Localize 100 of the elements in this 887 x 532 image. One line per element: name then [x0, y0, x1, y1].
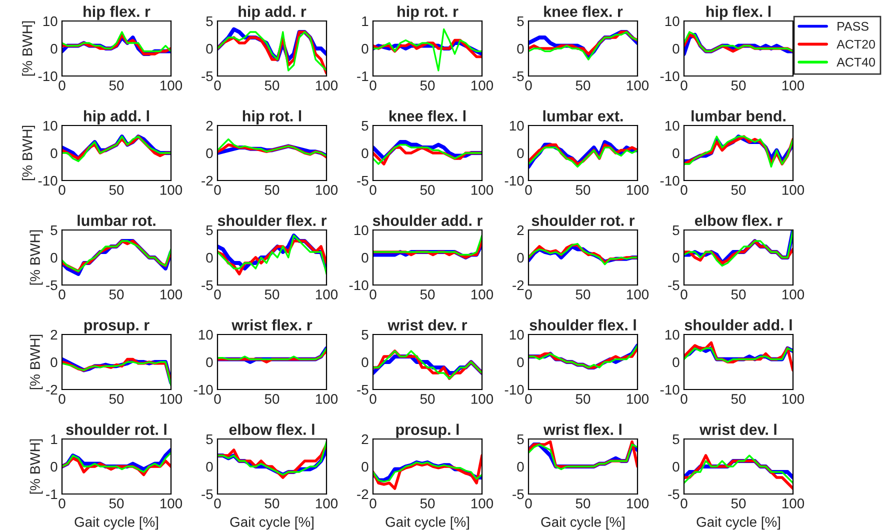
x-tick-label: 50 [264, 185, 280, 195]
x-tick-label: 100 [471, 394, 494, 404]
y-tick-label: 0 [50, 44, 58, 54]
x-tick-label: 50 [420, 498, 435, 508]
y-tick-label: 0 [517, 148, 524, 158]
x-tick-label: 0 [370, 290, 376, 300]
x-tick-label: 100 [160, 185, 182, 195]
x-tick-label: 0 [370, 498, 376, 508]
x-tick-label: 50 [731, 290, 746, 300]
x-tick-label: 50 [731, 498, 746, 508]
x-tick-label: 0 [370, 394, 376, 404]
y-tick-label: 0 [517, 357, 524, 368]
chart-title: knee flex. l [390, 110, 466, 122]
x-tick-label: 0 [58, 185, 66, 195]
y-tick-label: 5 [362, 330, 368, 340]
y-tick-label: -10 [660, 71, 680, 82]
x-tick-label: 50 [264, 498, 280, 508]
x-tick-label: 0 [58, 80, 66, 90]
x-tick-label: 50 [420, 185, 435, 195]
x-tick-label: 0 [58, 498, 66, 508]
x-tick-label: 0 [214, 290, 221, 300]
y-tick-label: 0 [672, 357, 680, 368]
x-tick-label: 50 [109, 185, 124, 195]
chart-title: elbow flex. l [229, 424, 314, 435]
y-tick-label: 0 [517, 462, 524, 472]
y-tick-label: 0 [362, 44, 368, 54]
x-tick-label: 50 [109, 498, 124, 508]
y-axis-title: [% BWH] [30, 230, 43, 285]
x-tick-label: 100 [782, 290, 804, 300]
y-axis-title: [% BWH] [22, 21, 35, 76]
chart-title: prosup. l [396, 424, 459, 438]
y-tick-label: 5 [672, 225, 680, 236]
x-tick-label: 0 [525, 290, 532, 300]
y-tick-label: -5 [512, 489, 524, 500]
x-tick-label: 100 [782, 80, 804, 90]
y-tick-label: -5 [668, 280, 680, 290]
x-tick-label: 50 [264, 290, 280, 300]
x-tick-label: 50 [264, 80, 280, 90]
y-tick-label: -2 [512, 280, 524, 290]
y-tick-label: 0 [50, 462, 58, 472]
y-tick-label: 0 [672, 148, 680, 158]
y-tick-label: 5 [517, 16, 524, 26]
x-tick-label: 100 [782, 498, 804, 508]
y-tick-label: 0 [362, 462, 368, 472]
y-tick-label: -1 [46, 489, 58, 500]
x-tick-label: 100 [471, 185, 494, 195]
x-tick-label: 50 [576, 290, 590, 300]
y-tick-label: -5 [202, 489, 213, 500]
y-tick-label: 0 [362, 148, 368, 158]
y-axis-title: [% BWH] [30, 439, 43, 494]
y-tick-label: -5 [668, 489, 680, 500]
y-tick-label: -5 [357, 384, 368, 395]
y-tick-label: 0 [50, 252, 58, 263]
x-tick-label: 50 [264, 394, 280, 404]
y-tick-label: -10 [38, 71, 58, 82]
x-tick-label: 50 [109, 394, 124, 404]
y-tick-label: -10 [504, 384, 524, 395]
x-axis-title: Gait cycle [%] [386, 516, 469, 530]
x-tick-label: 100 [782, 394, 804, 404]
x-tick-label: 100 [626, 290, 649, 300]
x-tick-label: 0 [525, 498, 532, 508]
y-tick-label: 0 [672, 462, 680, 472]
x-tick-label: 0 [525, 80, 532, 90]
x-tick-label: 100 [626, 394, 649, 404]
x-tick-label: 0 [525, 394, 532, 404]
y-tick-label: -5 [202, 71, 213, 82]
y-tick-label: 10 [665, 120, 680, 131]
chart-title: hip add. l [84, 110, 149, 125]
x-tick-label: 0 [214, 185, 221, 195]
y-tick-label: 0 [50, 357, 58, 368]
x-axis-title: Gait cycle [%] [74, 516, 158, 530]
x-tick-label: 100 [471, 498, 494, 508]
y-tick-label: -2 [357, 489, 368, 500]
chart-title: wrist dev. l [700, 424, 776, 435]
y-tick-label: 10 [510, 120, 524, 131]
x-tick-label: 100 [316, 290, 338, 300]
chart-title: wrist flex. l [543, 424, 622, 435]
legend-label: PASS [838, 22, 868, 31]
y-tick-label: 0 [50, 148, 58, 158]
x-axis-title: Gait cycle [%] [696, 516, 780, 530]
x-tick-label: 50 [731, 185, 746, 195]
x-tick-label: 0 [370, 185, 376, 195]
x-tick-label: 100 [782, 185, 804, 195]
x-tick-label: 100 [316, 498, 338, 508]
x-tick-label: 0 [680, 394, 688, 404]
y-tick-label: 0 [517, 252, 524, 263]
y-tick-label: 5 [517, 434, 524, 444]
y-tick-label: 0 [206, 252, 213, 263]
y-tick-label: 5 [50, 225, 58, 236]
chart-title: hip rot. l [242, 110, 302, 125]
y-tick-label: -10 [660, 176, 680, 186]
x-tick-label: 50 [731, 394, 746, 404]
x-tick-label: 0 [680, 290, 688, 300]
x-tick-label: 50 [731, 80, 746, 90]
x-tick-label: 0 [525, 185, 532, 195]
y-tick-label: 5 [362, 120, 368, 131]
x-tick-label: 0 [370, 80, 376, 90]
y-tick-label: -2 [202, 176, 213, 186]
chart-title: wrist flex. r [232, 319, 312, 330]
chart-title: shoulder add. r [372, 214, 482, 226]
